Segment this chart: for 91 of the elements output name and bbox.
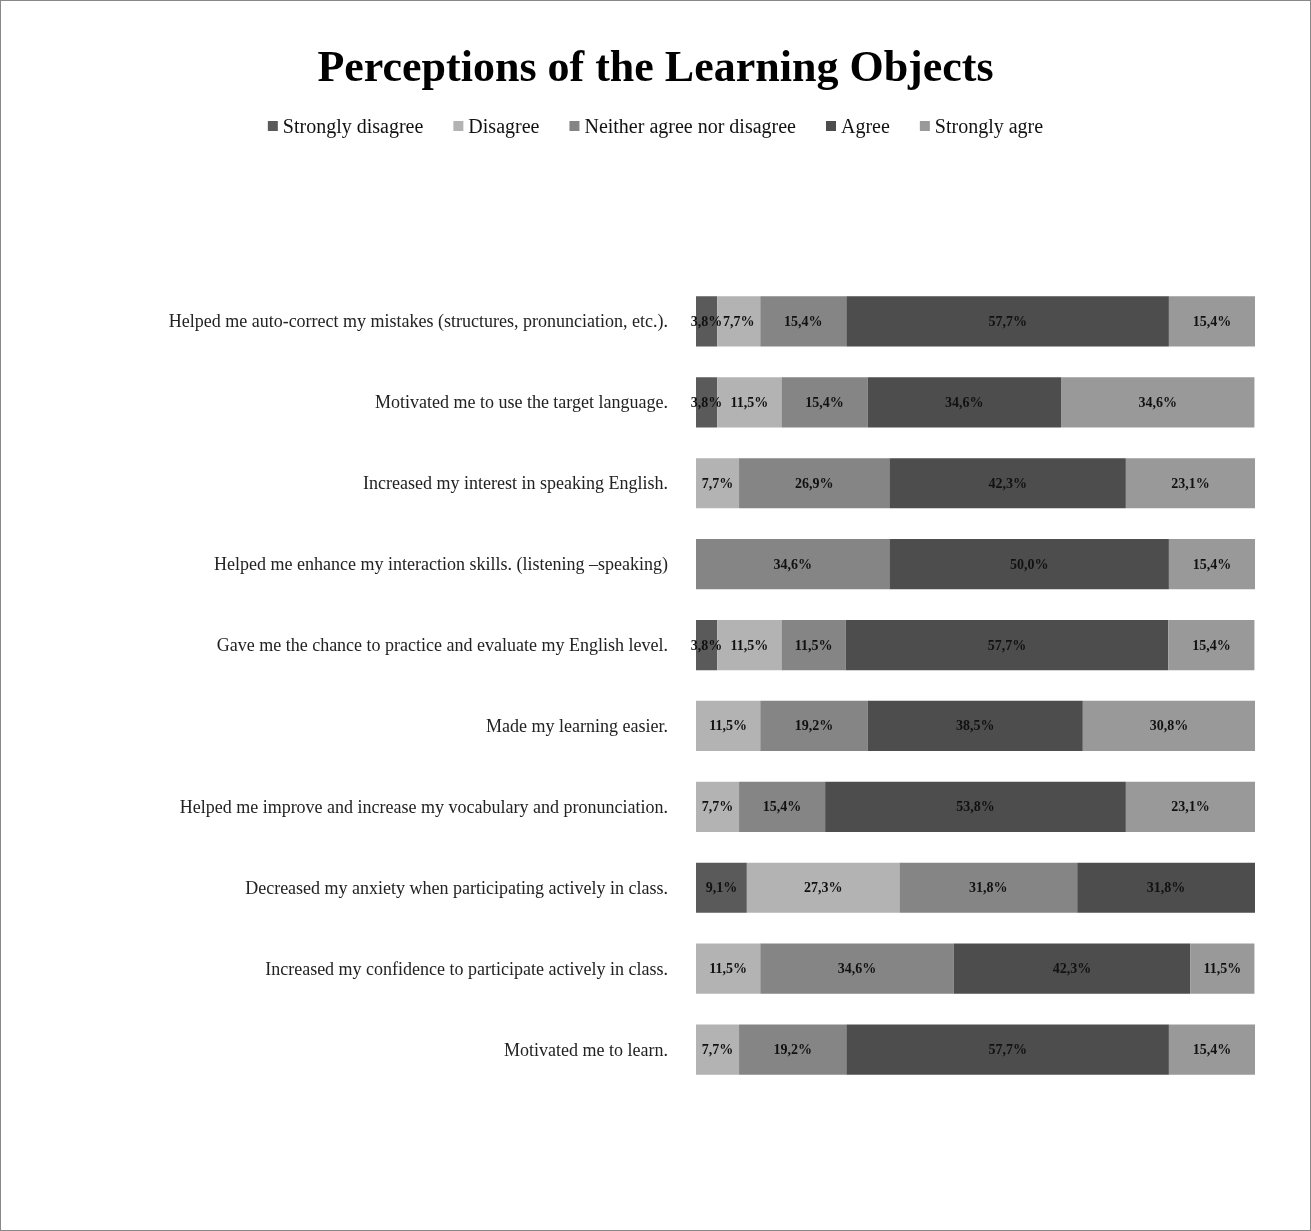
bar: [825, 781, 1126, 832]
data-label: 15,4%: [1192, 313, 1232, 329]
chart-title: Perceptions of the Learning Objects: [317, 41, 994, 91]
data-label: 23,1%: [1171, 799, 1210, 815]
legend-label: Disagree: [468, 115, 540, 138]
bar: [696, 1024, 740, 1075]
y-tick-label: Decreased my anxiety when participating actively in class.: [245, 877, 668, 898]
data-label: 11,5%: [794, 637, 833, 653]
data-label: 11,5%: [730, 394, 769, 410]
data-label: 34,6%: [1138, 394, 1177, 410]
bar: [889, 458, 1126, 509]
data-label: 9,1%: [705, 880, 738, 896]
bar: [760, 296, 847, 347]
bar: [696, 943, 761, 994]
bar: [696, 781, 740, 832]
data-label: 57,7%: [987, 637, 1027, 653]
data-label: 30,8%: [1149, 718, 1189, 734]
legend-label: Strongly disagree: [282, 115, 424, 138]
bar: [696, 700, 761, 752]
data-label: 15,4%: [805, 394, 844, 410]
bar: [846, 296, 1169, 347]
bar: [746, 862, 900, 913]
y-tick-label: Helped me auto-correct my mistakes (structures, pronunciation, etc.).: [168, 311, 668, 333]
data-label: 34,6%: [945, 394, 984, 410]
bar: [1168, 1024, 1255, 1075]
legend-label: Agree: [840, 115, 890, 138]
data-label: 15,4%: [784, 313, 823, 329]
bar: [867, 700, 1083, 752]
y-tick-label: Increased my confidence to participate actively in class.: [265, 958, 668, 979]
data-label: 19,2%: [794, 718, 834, 734]
y-tick-label: Helped me enhance my interaction skills. (listening –speaking): [214, 554, 668, 576]
data-label: 19,2%: [773, 1042, 812, 1058]
bar: [1125, 458, 1255, 509]
bar: [1082, 700, 1255, 752]
data-label: 15,4%: [1192, 637, 1231, 653]
bar: [696, 862, 747, 913]
y-tick-label: Helped me improve and increase my vocabulary and pronunciation.: [179, 796, 668, 817]
data-label: 15,4%: [762, 799, 802, 815]
bar: [781, 377, 868, 428]
data-label: 7,7%: [701, 475, 734, 491]
legend-label: Strongly agre: [934, 115, 1044, 138]
y-tick-label: Made my learning easier.: [486, 715, 668, 736]
bar: [1168, 619, 1255, 671]
data-label: 15,4%: [1192, 1042, 1232, 1058]
data-label: 50,0%: [1009, 556, 1049, 572]
bar: [739, 781, 826, 832]
y-tick-label: Gave me the chance to practice and evaluate my English level.: [216, 635, 668, 656]
bar: [899, 862, 1078, 913]
bar: [760, 700, 868, 752]
bar: [1061, 377, 1255, 428]
data-label: 11,5%: [730, 637, 769, 653]
bar: [845, 619, 1169, 671]
data-label: 38,5%: [955, 718, 995, 734]
bar: [739, 458, 890, 509]
bar: [953, 943, 1191, 994]
data-label: 42,3%: [1052, 961, 1092, 977]
data-label: 57,7%: [988, 1042, 1027, 1058]
y-tick-label: Motivated me to learn.: [504, 1039, 668, 1060]
data-label: 42,3%: [988, 475, 1027, 491]
data-label: 57,7%: [988, 313, 1027, 329]
data-label: 34,6%: [837, 961, 877, 977]
data-label: 7,7%: [701, 1042, 734, 1058]
data-label: 7,7%: [701, 799, 734, 815]
bar: [867, 377, 1062, 428]
y-tick-label: Motivated me to use the target language.: [374, 392, 668, 413]
bar: [696, 458, 740, 509]
bar: [1190, 943, 1255, 994]
data-label: 23,1%: [1171, 475, 1210, 491]
legend-label: Neither agree nor disagree: [584, 115, 797, 138]
y-tick-label: Increased my interest in speaking English.: [363, 473, 668, 494]
data-label: 11,5%: [709, 718, 748, 734]
bar: [760, 943, 954, 994]
bar: [846, 1024, 1169, 1075]
data-label: 7,7%: [723, 313, 755, 329]
data-label: 34,6%: [773, 556, 812, 572]
bar: [1125, 781, 1255, 832]
bar: [696, 539, 890, 590]
data-label: 31,8%: [969, 880, 1008, 896]
data-label: 26,9%: [794, 475, 834, 491]
bar: [739, 1024, 847, 1075]
data-label: 11,5%: [709, 961, 748, 977]
data-label: 31,8%: [1146, 880, 1186, 896]
bar: [1168, 539, 1255, 590]
bar: [1168, 296, 1255, 347]
bar: [781, 619, 846, 671]
data-label: 27,3%: [803, 880, 843, 896]
bar: [889, 539, 1169, 590]
bar: [1077, 862, 1255, 913]
data-label: 11,5%: [1203, 961, 1242, 977]
data-label: 15,4%: [1192, 556, 1232, 572]
data-label: 53,8%: [956, 799, 995, 815]
